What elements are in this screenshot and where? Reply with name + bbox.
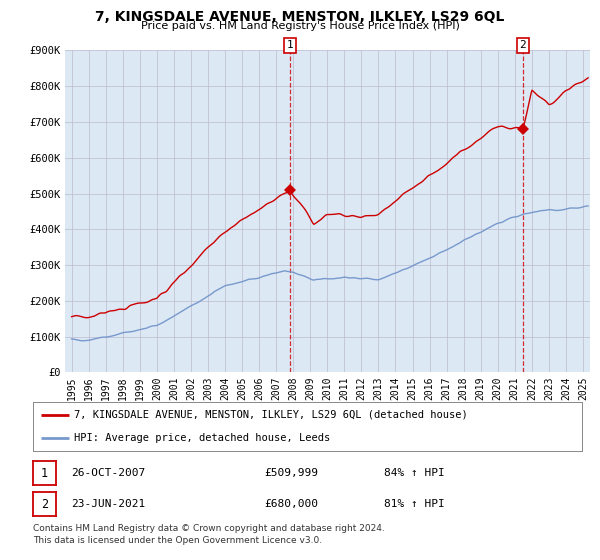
Text: £680,000: £680,000 [264, 499, 318, 509]
Text: 81% ↑ HPI: 81% ↑ HPI [384, 499, 445, 509]
Text: 1: 1 [287, 40, 293, 50]
Text: 26-OCT-2007: 26-OCT-2007 [71, 468, 145, 478]
Text: This data is licensed under the Open Government Licence v3.0.: This data is licensed under the Open Gov… [33, 536, 322, 545]
Text: 7, KINGSDALE AVENUE, MENSTON, ILKLEY, LS29 6QL: 7, KINGSDALE AVENUE, MENSTON, ILKLEY, LS… [95, 10, 505, 24]
Text: £509,999: £509,999 [264, 468, 318, 478]
Text: 1: 1 [41, 466, 48, 480]
Text: 23-JUN-2021: 23-JUN-2021 [71, 499, 145, 509]
Text: Contains HM Land Registry data © Crown copyright and database right 2024.: Contains HM Land Registry data © Crown c… [33, 524, 385, 533]
Text: 2: 2 [41, 497, 48, 511]
Text: 2: 2 [520, 40, 526, 50]
Text: HPI: Average price, detached house, Leeds: HPI: Average price, detached house, Leed… [74, 433, 331, 444]
Text: Price paid vs. HM Land Registry's House Price Index (HPI): Price paid vs. HM Land Registry's House … [140, 21, 460, 31]
Text: 7, KINGSDALE AVENUE, MENSTON, ILKLEY, LS29 6QL (detached house): 7, KINGSDALE AVENUE, MENSTON, ILKLEY, LS… [74, 410, 468, 420]
Text: 84% ↑ HPI: 84% ↑ HPI [384, 468, 445, 478]
